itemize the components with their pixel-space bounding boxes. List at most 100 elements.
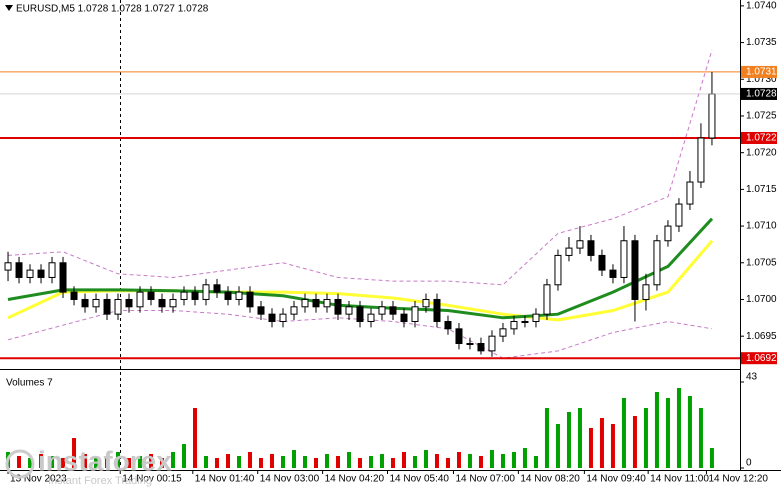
- volume-bar: [555, 424, 560, 468]
- candle-body: [488, 335, 496, 352]
- volume-title: Volumes 7: [6, 378, 53, 389]
- candle-body: [367, 313, 375, 322]
- candle-body: [70, 291, 78, 300]
- volume-bar: [478, 456, 483, 468]
- candle-body: [103, 298, 111, 315]
- candle-body: [477, 343, 485, 352]
- candle-body: [521, 320, 529, 323]
- volume-bar: [588, 428, 593, 468]
- volume-bar: [127, 458, 132, 468]
- watermark: instaforex Instant Forex Trading: [5, 445, 172, 487]
- candle-body: [697, 137, 705, 183]
- candle-body: [554, 254, 562, 286]
- level-label-bg: [741, 352, 777, 365]
- y-tick-label: 1.0730: [746, 74, 777, 85]
- candle-body: [268, 313, 276, 322]
- volume-bar: [39, 454, 44, 468]
- volume-bar: [511, 452, 516, 468]
- volume-tick-label: 43: [746, 372, 758, 383]
- volume-bar: [599, 418, 604, 468]
- candle-body: [411, 306, 419, 322]
- candle-body: [389, 306, 397, 315]
- candle-body: [422, 298, 430, 308]
- candle-body: [510, 320, 518, 330]
- candle-body: [565, 247, 573, 256]
- candle-body: [444, 320, 452, 330]
- candle-body: [653, 240, 661, 286]
- volume-bar: [50, 456, 55, 468]
- candle-body: [356, 306, 364, 322]
- volume-bar: [72, 438, 77, 468]
- volume-bar: [368, 456, 373, 468]
- volume-bar: [248, 452, 253, 468]
- volume-bar: [709, 448, 714, 468]
- candle-body: [213, 284, 221, 293]
- candle-body: [26, 269, 34, 278]
- volume-bar: [467, 454, 472, 468]
- candle-body: [686, 181, 694, 205]
- candle-body: [202, 284, 210, 300]
- candle-body: [400, 313, 408, 322]
- candle-body: [378, 306, 386, 315]
- logo-icon: [5, 449, 35, 479]
- volume-bar: [401, 452, 406, 468]
- y-tick-label: 1.0735: [746, 37, 777, 48]
- volume-bar: [302, 456, 307, 468]
- current-price-bg: [741, 87, 777, 100]
- volume-bar: [138, 456, 143, 468]
- volume-bar: [632, 416, 637, 468]
- candle-body: [191, 291, 199, 300]
- volume-bar: [687, 396, 692, 468]
- candle-body: [433, 298, 441, 322]
- volume-bar: [105, 456, 110, 468]
- volume-bar: [676, 388, 681, 468]
- candle-body: [499, 328, 507, 337]
- volume-bar: [94, 458, 99, 468]
- y-tick-label: 1.0715: [746, 184, 777, 195]
- volume-bar: [291, 450, 296, 468]
- level-label: 1.0722: [746, 133, 777, 144]
- logo-brand: instaforex: [38, 445, 172, 476]
- candle-body: [59, 262, 67, 293]
- x-tick-label: 14 Nov 07:00: [455, 474, 515, 485]
- candle-body: [48, 262, 56, 278]
- candle-body: [455, 328, 463, 345]
- candle-body: [81, 298, 89, 308]
- logo-tagline: Instant Forex Trading: [48, 475, 152, 487]
- level-label: 1.0731: [746, 67, 777, 78]
- candle-body: [125, 298, 133, 308]
- candle-body: [708, 93, 716, 139]
- candle-body: [37, 269, 45, 278]
- volume-bar: [83, 454, 88, 468]
- x-tick-label: 14 Nov 09:40: [586, 474, 646, 485]
- volume-bar: [182, 444, 187, 468]
- volume-bar: [116, 452, 121, 468]
- volume-bar: [379, 454, 384, 468]
- volume-bar: [610, 424, 615, 468]
- moving-average: [7, 217, 714, 320]
- candle-body: [224, 291, 232, 300]
- candle-body: [290, 306, 298, 315]
- candle-body: [169, 298, 177, 308]
- volume-bar: [357, 458, 362, 468]
- volume-bar: [215, 458, 220, 468]
- x-tick-label: 14 Nov 01:40: [195, 474, 255, 485]
- y-tick-label: 1.0695: [746, 331, 777, 342]
- volume-bar: [324, 454, 329, 468]
- volume-bar: [456, 452, 461, 468]
- x-tick-label: 14 Nov 04:20: [325, 474, 385, 485]
- volume-bar: [621, 398, 626, 468]
- volume-bar: [445, 458, 450, 468]
- volume-bar: [149, 454, 154, 468]
- volume-bar: [643, 408, 648, 468]
- volume-bar: [423, 450, 428, 468]
- candle-body: [598, 254, 606, 271]
- volume-bar: [577, 408, 582, 468]
- volume-bar: [335, 456, 340, 468]
- volume-bar: [698, 408, 703, 468]
- candle-body: [312, 298, 320, 308]
- candle-body: [543, 284, 551, 315]
- volume-bar: [665, 398, 670, 468]
- y-tick-label: 1.0740: [746, 1, 777, 12]
